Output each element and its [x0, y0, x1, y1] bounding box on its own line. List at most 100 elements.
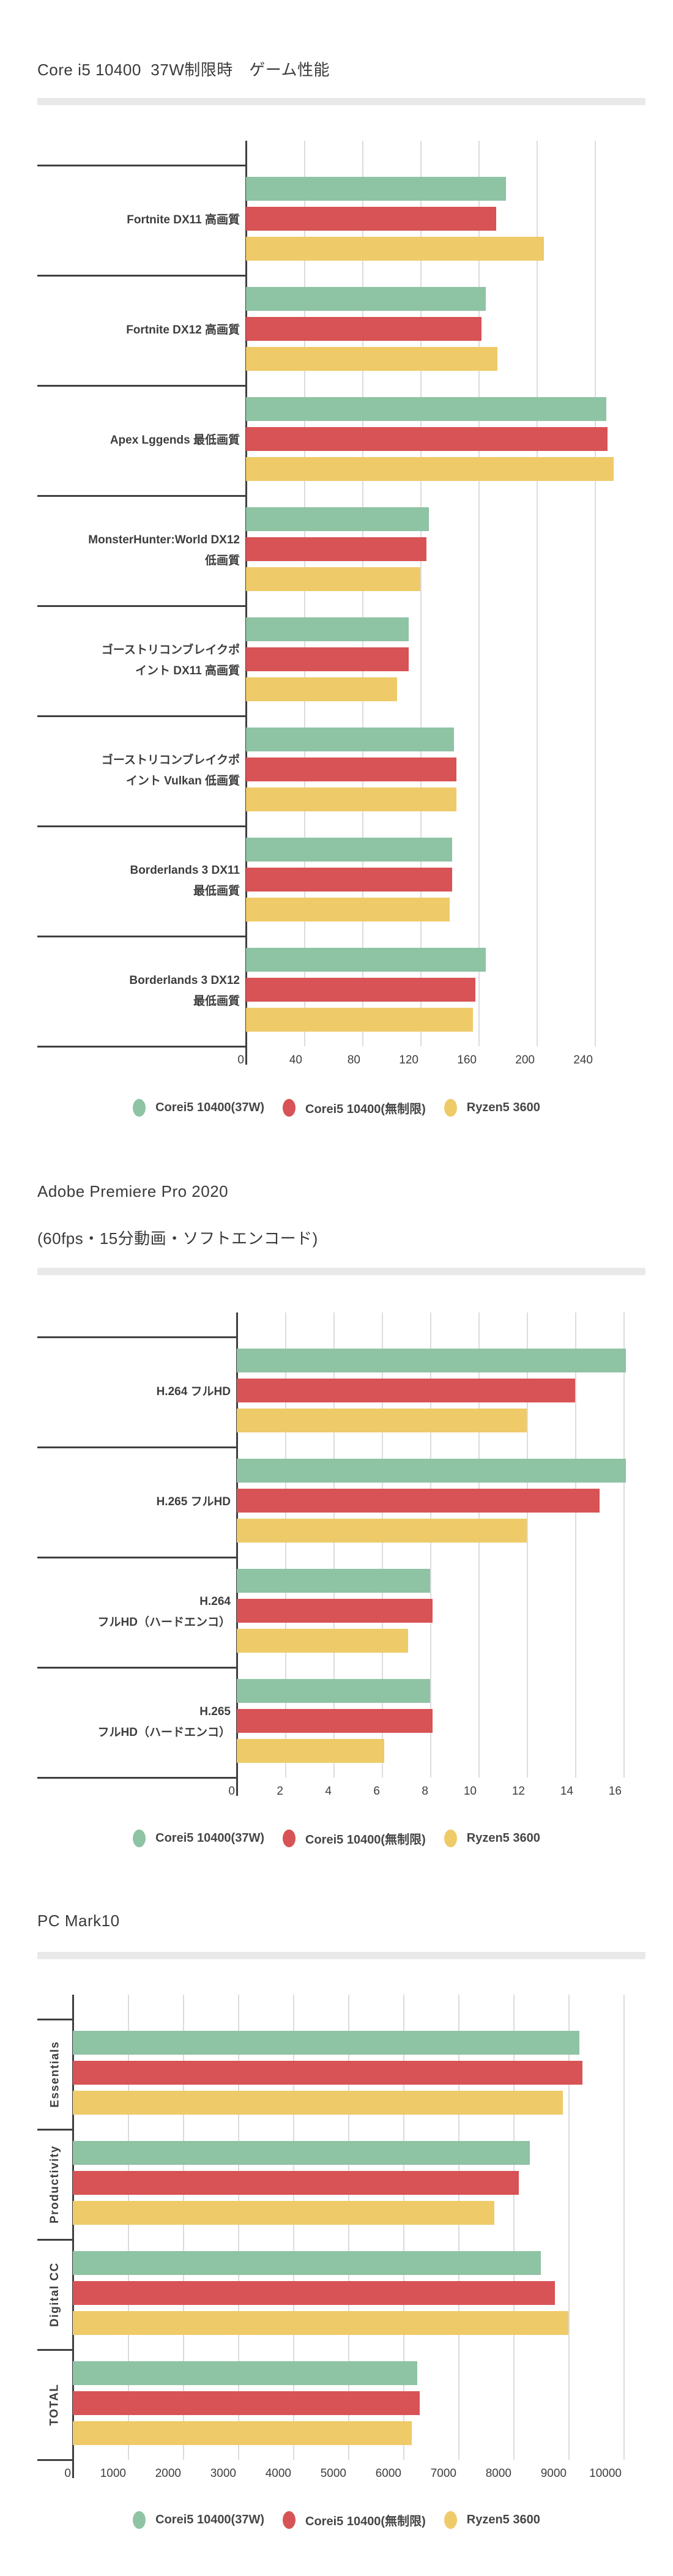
category-label-line: イント Vulkan 低画質 — [125, 775, 240, 787]
bar-Corei51040037W-c2 — [246, 397, 606, 421]
legend-item: Corei5 10400(無制限) — [283, 1099, 426, 1117]
gridline — [575, 1312, 576, 1778]
x-tick-label: 4 — [325, 1785, 332, 1798]
x-tick-label: 0 — [228, 1785, 235, 1798]
premiere-encode-chart: H.264 フルHD H.265 フルHD H.264 フルHD（ハードエンコ） H.2… — [0, 1312, 673, 1802]
category-label: Apex Lggends 最低画質 — [37, 385, 246, 496]
bar-Ryzen53600-c0 — [246, 237, 544, 261]
section-divider — [37, 1268, 645, 1275]
gridline — [128, 1995, 129, 2460]
category-separator — [37, 715, 246, 717]
bar-Ryzen53600-c7 — [246, 1008, 473, 1032]
gridline — [183, 1995, 184, 2460]
bar-Ryzen53600-c1 — [246, 347, 497, 371]
category-separator — [37, 1557, 237, 1558]
legend-series-marker-icon — [133, 2511, 146, 2529]
category-label-line: Digital CC — [48, 2262, 61, 2327]
legend-item: Ryzen5 3600 — [444, 1099, 540, 1117]
bar-Corei510400-c3 — [237, 1709, 433, 1733]
category-label: H.264 フルHD — [37, 1337, 237, 1447]
gridline — [623, 1312, 625, 1778]
bar-Corei51040037W-c0 — [237, 1349, 626, 1372]
category-separator — [37, 2459, 73, 2461]
category-label-line: H.265 — [199, 1705, 231, 1718]
bar-Corei51040037W-c3 — [237, 1679, 430, 1703]
x-tick-label: 7000 — [430, 2467, 456, 2480]
bar-Corei51040037W-c0 — [246, 177, 506, 201]
section-divider — [37, 98, 645, 105]
category-label: ゴーストリコンブレイクポイント Vulkan 低画質 — [37, 716, 246, 826]
category-separator — [37, 1777, 237, 1779]
gridline — [458, 1995, 459, 2460]
gridline — [420, 141, 422, 1046]
bar-Corei510400-c4 — [246, 647, 409, 671]
pcmark-chart-legend: Corei5 10400(37W) Corei5 10400(無制限) Ryzen5… — [0, 2511, 673, 2529]
x-tick-label: 4000 — [265, 2467, 291, 2480]
bar-Corei51040037W-c3 — [73, 2361, 417, 2385]
legend-item: Corei5 10400(37W) — [133, 1830, 264, 1847]
bar-Corei51040037W-c1 — [246, 287, 486, 311]
x-tick-label: 8 — [422, 1785, 428, 1798]
category-label: Fortnite DX12 高画質 — [37, 275, 246, 385]
category-label-line: ゴーストリコンブレイクポ — [101, 754, 240, 767]
legend-series-marker-icon — [133, 1099, 146, 1117]
category-label-line: Borderlands 3 DX12 — [129, 974, 240, 987]
premiere-chart-title: Adobe Premiere Pro 2020 — [37, 1182, 229, 1201]
category-label-line: Essentials — [48, 2041, 61, 2108]
x-tick-label: 240 — [573, 1054, 593, 1067]
legend-series-marker-icon — [444, 1099, 457, 1117]
x-tick-label: 16 — [608, 1785, 622, 1798]
x-tick-label: 3000 — [210, 2467, 236, 2480]
bar-Ryzen53600-c1 — [237, 1519, 527, 1543]
bar-Corei510400-c3 — [73, 2391, 420, 2415]
x-tick-label: 12 — [511, 1785, 525, 1798]
bar-Ryzen53600-c2 — [246, 457, 614, 481]
game-chart-legend: Corei5 10400(37W) Corei5 10400(無制限) Ryzen5… — [0, 1099, 673, 1117]
category-label-line: ゴーストリコンブレイクポ — [101, 644, 240, 657]
y-axis-line — [72, 1995, 74, 2478]
legend-series-label: Corei5 10400(無制限) — [305, 1103, 426, 1116]
bar-Corei51040037W-c5 — [246, 728, 454, 751]
x-tick-label: 2 — [277, 1785, 283, 1798]
x-tick-label: 6 — [373, 1785, 380, 1798]
legend-series-marker-icon — [444, 1830, 457, 1847]
bar-Corei51040037W-c2 — [73, 2251, 541, 2275]
x-tick-label: 80 — [347, 1054, 360, 1067]
legend-series-marker-icon — [283, 1099, 296, 1117]
category-label-line: Borderlands 3 DX11 — [130, 864, 240, 877]
category-label: ゴーストリコンブレイクポ イント DX11 高画質 — [37, 606, 246, 716]
category-label-line: Fortnite DX11 高画質 — [127, 214, 240, 226]
bar-Ryzen53600-c2 — [73, 2311, 568, 2335]
category-label-line: MonsterHunter:World DX12 — [88, 534, 240, 546]
category-separator — [37, 2129, 73, 2131]
category-label-line: フルHD（ハードエンコ） — [97, 1726, 231, 1739]
legend-item: Corei5 10400(無制限) — [283, 2511, 426, 2529]
category-label-line: Apex Lggends 最低画質 — [110, 434, 240, 447]
category-separator — [37, 275, 246, 277]
legend-series-label: Corei5 10400(無制限) — [305, 2515, 426, 2528]
legend-item: Ryzen5 3600 — [444, 1830, 540, 1847]
bar-Ryzen53600-c2 — [237, 1629, 408, 1653]
category-separator — [37, 605, 246, 607]
gridline — [537, 141, 538, 1046]
legend-series-marker-icon — [444, 2511, 457, 2529]
bar-Corei510400-c7 — [246, 978, 475, 1002]
x-tick-label: 0 — [237, 1054, 244, 1067]
x-tick-label: 0 — [64, 2467, 71, 2480]
gridline — [382, 1312, 383, 1778]
bar-Corei51040037W-c2 — [237, 1569, 430, 1593]
premiere-chart-legend: Corei5 10400(37W) Corei5 10400(無制限) Ryzen5… — [0, 1830, 673, 1847]
x-tick-label: 5000 — [320, 2467, 346, 2480]
gridline — [293, 1995, 294, 2460]
legend-item: Corei5 10400(37W) — [133, 1099, 264, 1117]
gridline — [362, 141, 363, 1046]
category-label: Borderlands 3 DX12 最低画質 — [37, 936, 246, 1046]
legend-item: Ryzen5 3600 — [444, 2511, 540, 2529]
pcmark-chart-title: PC Mark10 — [37, 1912, 120, 1930]
x-tick-label: 2000 — [155, 2467, 181, 2480]
bar-Ryzen53600-c4 — [246, 677, 397, 701]
bar-Corei51040037W-c0 — [73, 2031, 579, 2055]
category-separator — [37, 1336, 237, 1338]
bar-Corei510400-c6 — [246, 868, 452, 892]
